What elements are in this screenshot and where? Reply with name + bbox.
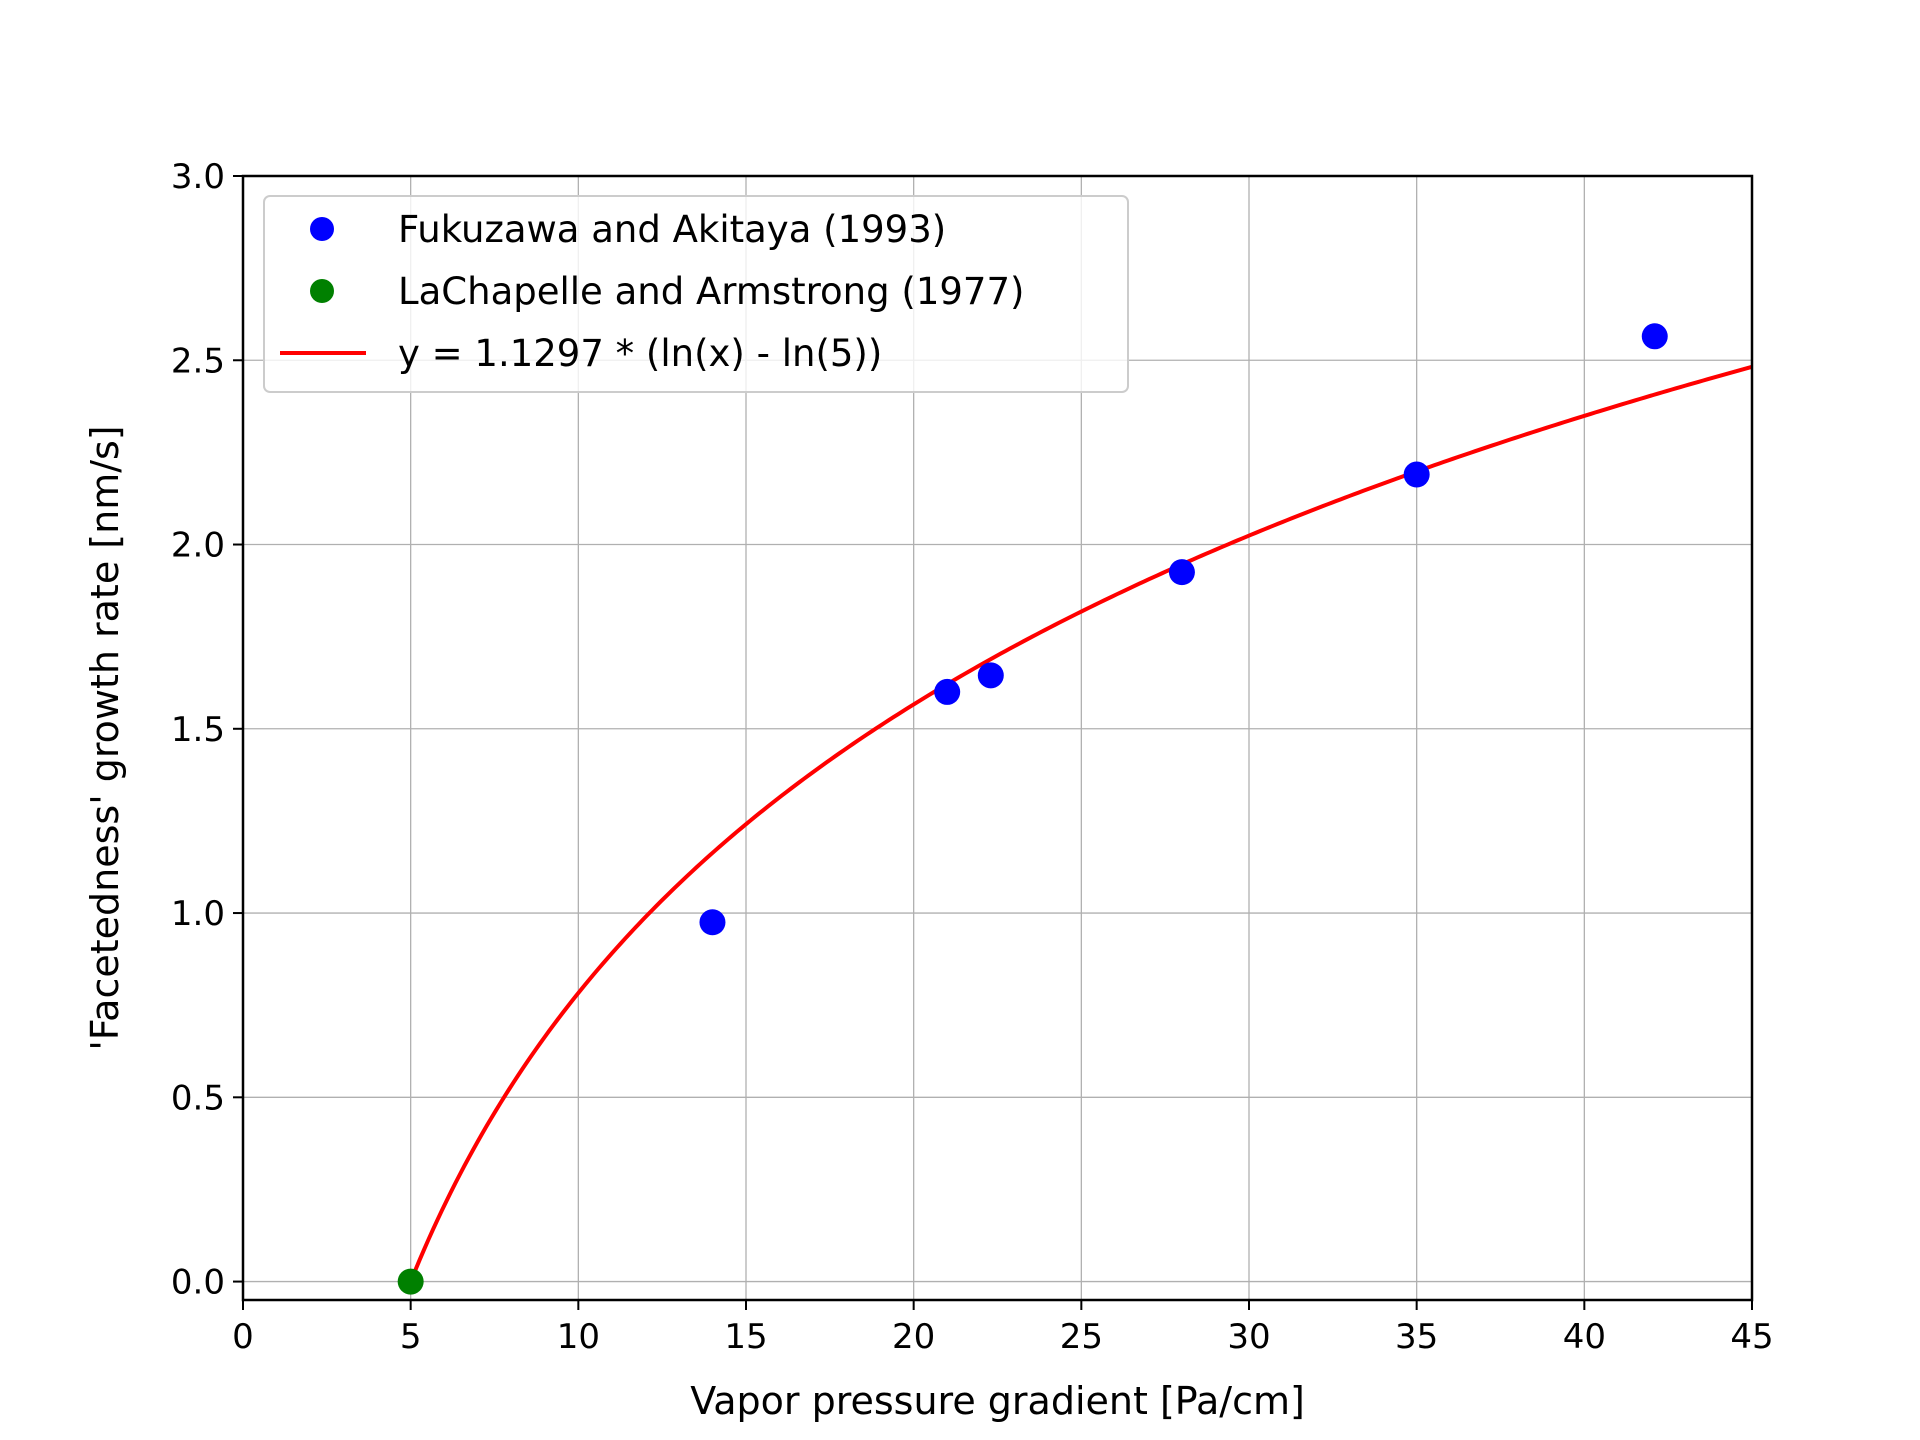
x-tick-label-45: 45 xyxy=(1730,1317,1773,1357)
x-tick-label-0: 0 xyxy=(232,1317,254,1357)
legend-marker-fukuzawa xyxy=(310,217,334,241)
legend-label-fit: y = 1.1297 * (ln(x) - ln(5)) xyxy=(398,332,882,375)
fit-curve xyxy=(408,364,1753,1283)
data-point-series0-0 xyxy=(699,909,726,936)
x-tick-label-40: 40 xyxy=(1563,1317,1606,1357)
legend-label-fukuzawa: Fukuzawa and Akitaya (1993) xyxy=(398,208,946,251)
data-points-layer xyxy=(397,323,1668,1295)
legend-label-lachapelle: LaChapelle and Armstrong (1977) xyxy=(398,270,1024,313)
x-tick-label-25: 25 xyxy=(1060,1317,1103,1357)
x-tick-label-30: 30 xyxy=(1227,1317,1270,1357)
data-point-series0-2 xyxy=(977,662,1004,689)
data-point-series0-4 xyxy=(1403,461,1430,488)
y-tick-label-2.0: 2.0 xyxy=(171,526,225,566)
y-tick-label-0.5: 0.5 xyxy=(171,1078,225,1118)
y-tick-label-3.0: 3.0 xyxy=(171,157,225,197)
axis-ticks: 0 5 10 15 20 25 30 35 40 45 0.0 0.5 1.0 1.5 2.0 2.5 3.0 xyxy=(171,157,1774,1357)
data-point-series0-5 xyxy=(1641,323,1668,350)
y-tick-label-0.0: 0.0 xyxy=(171,1263,225,1303)
y-tick-label-1.5: 1.5 xyxy=(171,710,225,750)
y-tick-label-2.5: 2.5 xyxy=(171,341,225,381)
data-point-series0-1 xyxy=(934,678,961,705)
x-tick-label-10: 10 xyxy=(557,1317,600,1357)
x-tick-label-15: 15 xyxy=(724,1317,767,1357)
x-tick-label-35: 35 xyxy=(1395,1317,1438,1357)
data-point-series1-0 xyxy=(397,1268,424,1295)
plot-frame xyxy=(241,174,1754,1302)
data-point-series0-3 xyxy=(1168,559,1195,586)
legend-marker-lachapelle xyxy=(310,279,334,303)
y-tick-label-1.0: 1.0 xyxy=(171,894,225,934)
x-axis-label: Vapor pressure gradient [Pa/cm] xyxy=(690,1379,1305,1423)
fit-curve-layer xyxy=(408,364,1753,1283)
legend-box xyxy=(263,195,1129,393)
legend: Fukuzawa and Akitaya (1993) LaChapelle a… xyxy=(263,195,1129,393)
x-tick-label-5: 5 xyxy=(400,1317,422,1357)
x-tick-label-20: 20 xyxy=(892,1317,935,1357)
y-axis-label: 'Facetedness' growth rate [nm/s] xyxy=(83,425,127,1050)
